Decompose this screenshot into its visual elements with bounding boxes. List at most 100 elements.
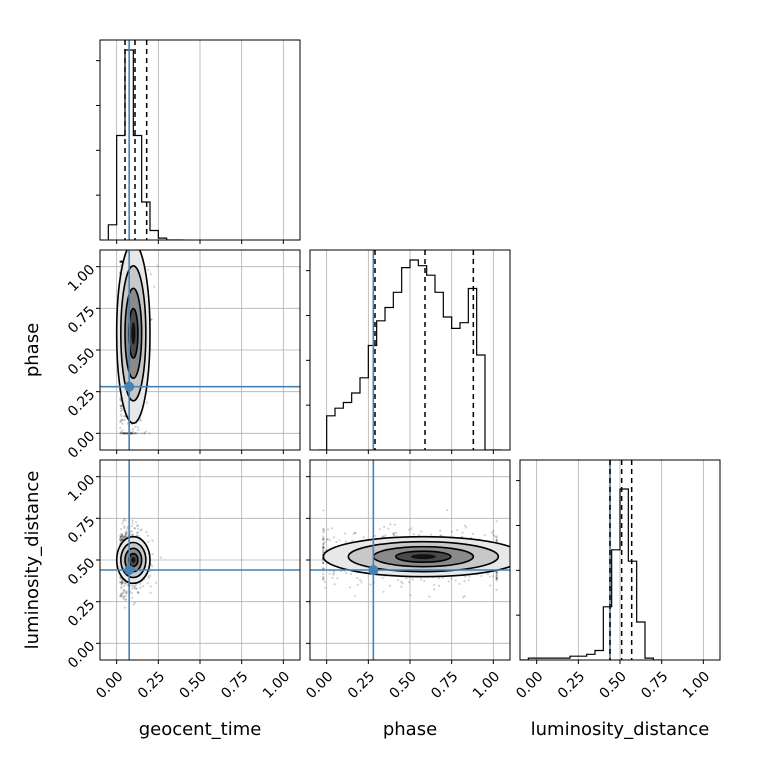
scatter-point (131, 519, 134, 522)
scatter-point (322, 547, 325, 550)
scatter-point (322, 537, 325, 540)
panel-content (310, 460, 510, 660)
scatter-point (381, 576, 384, 580)
scatter-point (322, 542, 325, 545)
scatter-point (124, 531, 127, 534)
density-contour-4 (410, 554, 436, 560)
scatter-point (120, 532, 123, 535)
scatter-point (450, 577, 453, 580)
scatter-point (125, 591, 128, 594)
scatter-point (378, 528, 381, 531)
scatter-point (322, 549, 325, 552)
scatter-point (493, 535, 497, 538)
scatter-point (119, 430, 123, 434)
panel-geocent_time-vs-phase: 0.00 0.25 0.50 0.75 1.00 (65, 249, 301, 462)
scatter-point (120, 415, 123, 418)
scatter-point (133, 432, 136, 435)
scatter-point (495, 536, 498, 539)
scatter-point (344, 571, 348, 575)
scatter-point (137, 534, 140, 538)
scatter-point (384, 534, 387, 537)
scatter-point (137, 591, 140, 595)
scatter-point (144, 430, 147, 433)
scatter-point (125, 531, 128, 535)
scatter-point (123, 415, 126, 418)
scatter-point (336, 577, 339, 580)
scatter-point (338, 539, 341, 542)
scatter-point (134, 583, 137, 586)
scatter-point (382, 535, 385, 538)
scatter-point (124, 519, 127, 522)
scatter-point (324, 586, 327, 589)
x-tick-label: 0.50 (387, 669, 420, 702)
scatter-point (349, 572, 353, 575)
scatter-point (411, 578, 414, 581)
scatter-point (495, 571, 498, 574)
scatter-point (420, 530, 423, 533)
scatter-point (495, 574, 498, 577)
scatter-point (120, 538, 123, 541)
truth-point (124, 381, 135, 392)
scatter-point (322, 544, 325, 547)
scatter-point (495, 579, 498, 582)
scatter-point (388, 584, 392, 587)
scatter-point (119, 539, 122, 542)
scatter-point (133, 585, 137, 588)
scatter-point (322, 578, 325, 581)
scatter-point (119, 404, 122, 407)
panel-geocent_time-vs-luminosity_distance: 0.000.250.500.751.000.00 0.25 0.50 0.75 1.00 (65, 459, 301, 702)
scatter-point (344, 540, 347, 543)
scatter-point (147, 540, 150, 543)
scatter-point (420, 578, 423, 581)
scatter-point (495, 539, 498, 542)
scatter-point (328, 572, 331, 576)
scatter-point (480, 574, 483, 578)
scatter-point (130, 596, 134, 599)
scatter-point (120, 535, 123, 538)
scatter-point (322, 576, 325, 580)
scatter-point (119, 580, 122, 584)
scatter-point (149, 574, 152, 577)
scatter-point (447, 580, 450, 583)
x-tick-label: 0.50 (597, 669, 630, 702)
scatter-point (405, 576, 408, 580)
scatter-point (125, 592, 128, 595)
scatter-point (397, 578, 400, 582)
scatter-point (126, 525, 129, 528)
scatter-point (143, 432, 146, 435)
scatter-point (119, 420, 122, 423)
scatter-point (142, 585, 145, 588)
scatter-point (134, 432, 138, 435)
scatter-point (325, 538, 328, 541)
scatter-point (147, 576, 150, 579)
scatter-point (132, 533, 135, 536)
scatter-point (322, 567, 325, 570)
scatter-point (495, 576, 498, 580)
scatter-point (120, 533, 124, 536)
scatter-point (119, 404, 122, 407)
scatter-point (121, 535, 124, 538)
x-axis-label-luminosity_distance: luminosity_distance (531, 719, 710, 740)
scatter-point (391, 532, 395, 535)
scatter-point (136, 531, 139, 535)
scatter-point (322, 509, 325, 512)
scatter-point (445, 508, 449, 512)
scatter-point (121, 537, 124, 541)
scatter-point (120, 407, 123, 410)
scatter-point (136, 524, 139, 528)
scatter-point (495, 570, 498, 573)
scatter-point (123, 526, 126, 530)
scatter-point (120, 595, 123, 598)
x-tick-label: 0.25 (555, 669, 588, 702)
scatter-point (120, 535, 123, 538)
scatter-point (139, 419, 142, 422)
scatter-point (492, 533, 495, 537)
scatter-point (131, 427, 135, 431)
scatter-point (125, 530, 128, 533)
scatter-point (412, 532, 415, 536)
scatter-point (140, 432, 143, 435)
scatter-point (492, 575, 495, 578)
scatter-point (432, 588, 436, 591)
scatter-point (131, 432, 134, 435)
scatter-point (124, 583, 127, 586)
